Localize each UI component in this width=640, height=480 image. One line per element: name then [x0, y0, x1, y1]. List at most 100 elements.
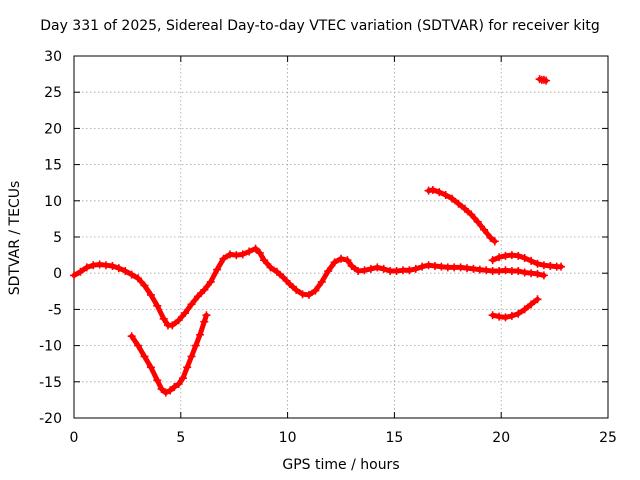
data-point	[460, 204, 469, 213]
data-point	[488, 311, 497, 320]
data-point	[159, 314, 168, 323]
data-point	[157, 385, 166, 394]
data-point	[272, 267, 281, 276]
data-point	[134, 341, 143, 350]
data-point	[140, 352, 149, 361]
data-point	[213, 265, 222, 274]
data-point	[347, 261, 356, 270]
data-point	[279, 273, 288, 282]
data-point	[527, 256, 536, 265]
y-tick-label: 10	[44, 194, 62, 210]
data-point	[539, 271, 548, 280]
y-tick-label: 20	[44, 121, 62, 137]
data-point	[260, 256, 269, 265]
data-point	[206, 277, 215, 286]
data-point	[200, 317, 209, 326]
data-point	[418, 262, 427, 271]
data-point	[501, 313, 510, 322]
data-point	[255, 248, 264, 257]
x-axis-label: GPS time / hours	[282, 457, 400, 473]
data-point	[527, 300, 536, 309]
data-point	[533, 269, 542, 278]
y-tick-label: -15	[39, 375, 62, 391]
series-trace-d	[488, 251, 566, 271]
data-point	[435, 188, 444, 197]
data-point	[533, 295, 542, 304]
data-point	[292, 285, 301, 294]
data-point	[514, 267, 523, 276]
data-point	[200, 285, 209, 294]
data-point	[285, 280, 294, 289]
y-tick-label: -10	[39, 339, 62, 355]
data-point	[473, 217, 482, 226]
data-point	[490, 237, 499, 246]
data-point	[153, 376, 162, 385]
data-point	[174, 379, 183, 388]
data-point	[187, 300, 196, 309]
x-tick-labels: 0 5 10 15 20 25	[70, 430, 617, 446]
x-tick-label: 10	[279, 430, 297, 446]
data-point	[166, 386, 175, 395]
data-point	[448, 194, 457, 203]
chart-title: Day 331 of 2025, Sidereal Day-to-day VTE…	[40, 18, 600, 34]
x-tick-label: 25	[599, 430, 617, 446]
data-point	[245, 247, 254, 256]
data-point	[324, 267, 333, 276]
data-point	[202, 311, 211, 320]
data-point	[317, 277, 326, 286]
data-point	[330, 258, 339, 267]
data-point	[488, 256, 497, 265]
data-point	[178, 374, 187, 383]
data-point	[251, 244, 260, 253]
axis-ticks	[73, 55, 609, 419]
data-point	[168, 321, 177, 330]
data-point	[146, 290, 155, 299]
data-point	[304, 290, 313, 299]
data-point	[174, 316, 183, 325]
data-point	[170, 382, 179, 391]
data-point	[114, 264, 123, 273]
data-point	[146, 363, 155, 372]
data-point	[311, 286, 320, 295]
series-trace-e	[488, 295, 542, 322]
data-point	[76, 267, 85, 276]
y-axis-label: SDTVAR / TECUs	[7, 180, 23, 296]
data-point	[441, 191, 450, 200]
y-tick-label: 0	[53, 266, 62, 282]
data-point	[196, 330, 205, 339]
data-point	[187, 352, 196, 361]
x-tick-label: 5	[176, 430, 185, 446]
data-point	[121, 267, 130, 276]
y-tick-label: 5	[53, 230, 62, 246]
x-tick-label: 20	[492, 430, 510, 446]
series-trace-b	[127, 311, 211, 397]
data-point	[480, 225, 489, 234]
data-point	[238, 250, 247, 259]
data-point	[127, 270, 136, 279]
data-point	[191, 341, 200, 350]
data-point	[495, 253, 504, 262]
data-point	[161, 388, 170, 397]
data-point	[373, 263, 382, 272]
y-tick-label: 25	[44, 85, 62, 101]
data-point	[514, 309, 523, 318]
data-point	[514, 251, 523, 260]
data-point	[140, 281, 149, 290]
data-point	[82, 263, 91, 272]
data-point	[366, 264, 375, 273]
data-point	[405, 266, 414, 275]
series-trace-c	[424, 185, 499, 246]
data-point	[520, 253, 529, 262]
data-point	[181, 309, 190, 318]
data-point	[557, 262, 566, 271]
data-point	[343, 256, 352, 265]
data-point	[486, 233, 495, 242]
y-tick-label: -5	[48, 302, 62, 318]
data-point	[337, 254, 345, 263]
data-point	[507, 311, 516, 320]
data-point	[542, 76, 551, 85]
grid-lines	[74, 56, 608, 418]
y-tick-labels: -20 -15 -10 -5 0 5 10 15 20 25 30	[39, 49, 62, 427]
y-tick-label: -20	[39, 411, 62, 427]
